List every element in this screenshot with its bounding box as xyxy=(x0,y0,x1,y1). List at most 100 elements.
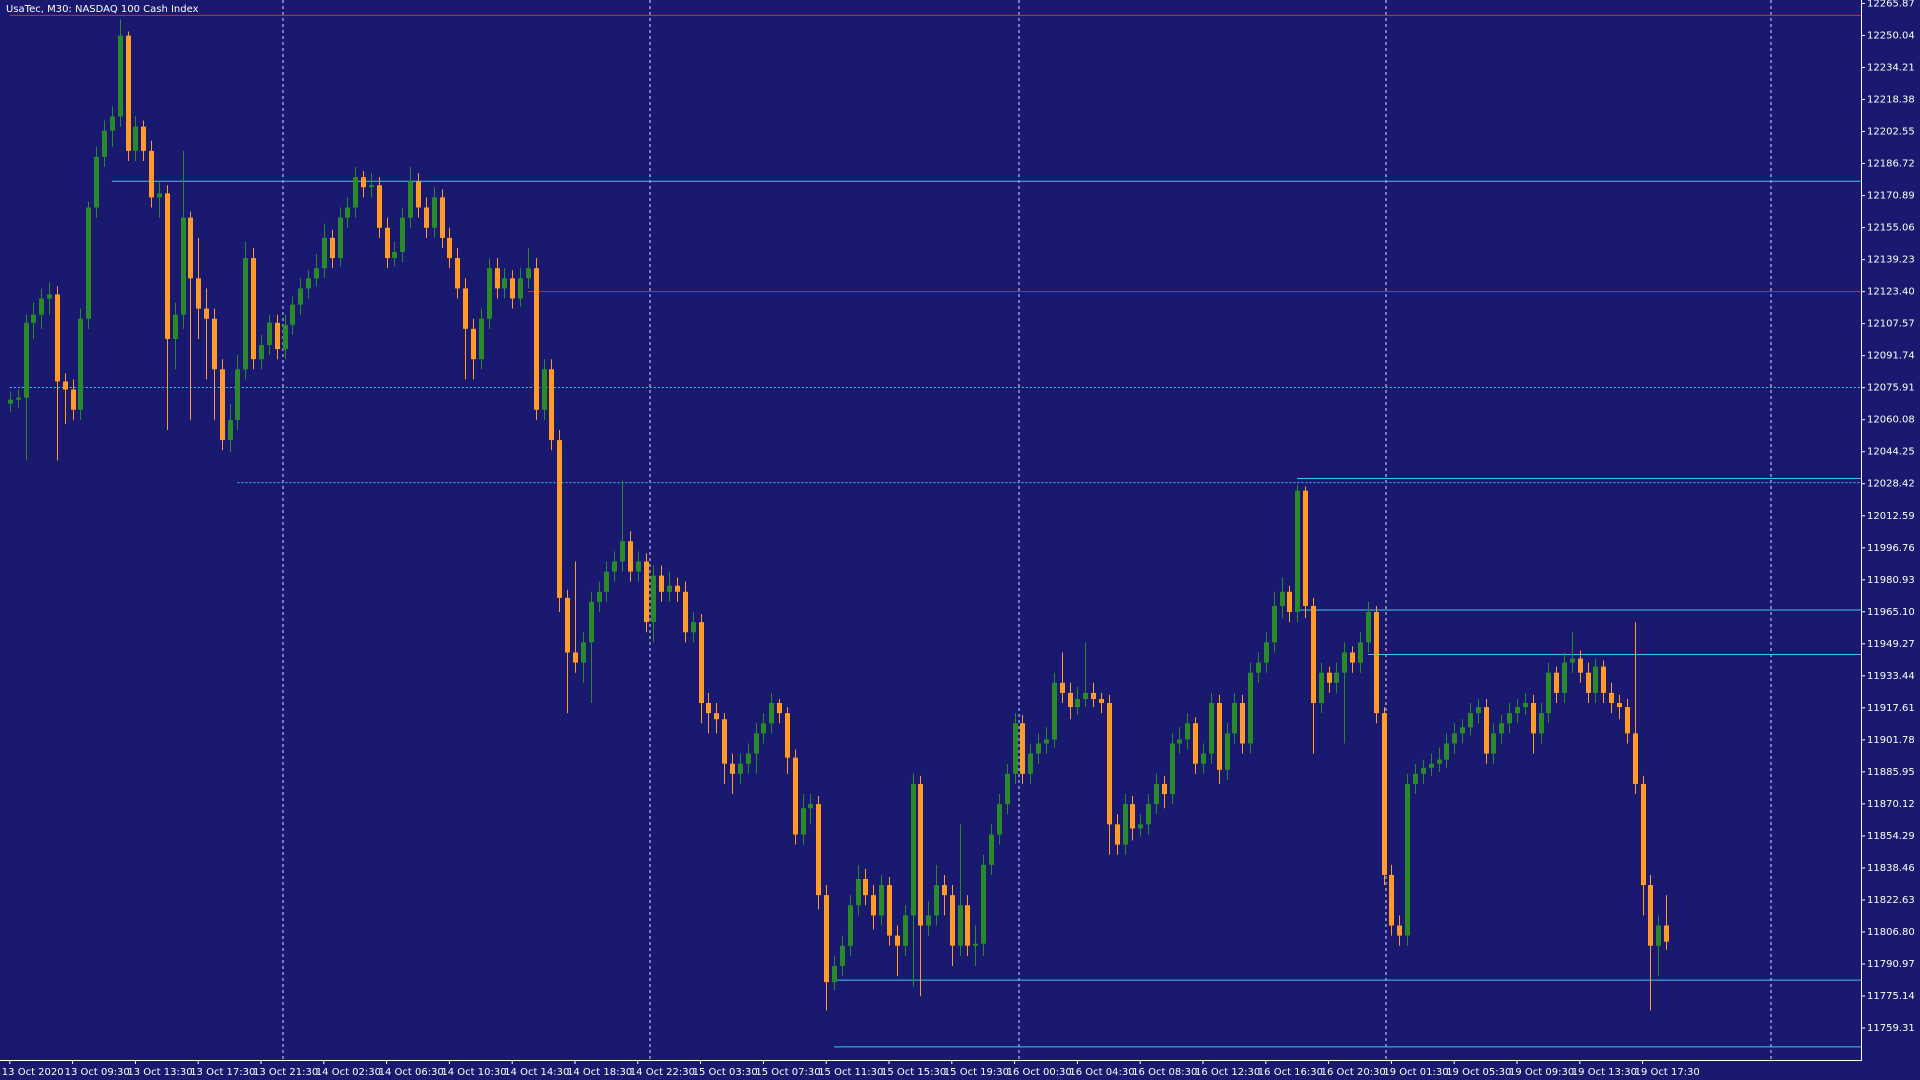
x-tick-label: 19 Oct 05:30 xyxy=(1446,1067,1511,1078)
candle-body xyxy=(275,322,280,350)
y-tick-label: 12107.57 xyxy=(1867,319,1915,330)
candle-body xyxy=(1036,743,1041,754)
candle-body xyxy=(487,268,492,319)
candle-body xyxy=(1374,612,1379,714)
candle-body xyxy=(416,181,421,208)
candle-body xyxy=(1248,672,1253,744)
candle-body xyxy=(1044,739,1049,744)
x-tick-label: 15 Oct 03:30 xyxy=(693,1067,758,1078)
candle-body xyxy=(377,185,382,228)
candle-body xyxy=(510,278,515,299)
candle-body xyxy=(1570,658,1575,663)
candle-body xyxy=(1515,707,1520,714)
candle-body xyxy=(973,943,978,946)
candle-body xyxy=(1366,612,1371,643)
candle-body xyxy=(1193,723,1198,764)
candle-body xyxy=(667,585,672,592)
y-tick-label: 12234.21 xyxy=(1867,63,1915,74)
candle-body xyxy=(1209,703,1214,754)
candle-body xyxy=(1468,713,1473,728)
y-tick-label: 11806.80 xyxy=(1867,927,1915,938)
x-tick-label: 14 Oct 06:30 xyxy=(379,1067,444,1078)
candle-body xyxy=(526,268,531,279)
y-tick-label: 11790.97 xyxy=(1867,959,1915,970)
x-tick-label: 16 Oct 20:30 xyxy=(1321,1067,1386,1078)
candle-body xyxy=(801,808,806,835)
candle-body xyxy=(754,733,759,754)
candle-body xyxy=(1625,707,1630,734)
candle-body xyxy=(1225,733,1230,770)
candle-body xyxy=(408,181,413,218)
candle-body xyxy=(181,217,186,315)
candle-body xyxy=(997,804,1002,835)
candle-body xyxy=(534,268,539,410)
candle-body xyxy=(1334,672,1339,683)
candle-body xyxy=(628,541,633,572)
candle-body xyxy=(730,763,735,774)
candle-body xyxy=(714,713,719,720)
candle-body xyxy=(1240,703,1245,744)
candle-body xyxy=(1382,713,1387,875)
candle-body xyxy=(965,905,970,946)
y-tick-label: 11775.14 xyxy=(1867,991,1915,1002)
candle-body xyxy=(86,207,91,319)
candle-body xyxy=(1060,682,1065,693)
candle-body xyxy=(644,561,649,623)
candle-body xyxy=(228,419,233,441)
candle-body xyxy=(1648,885,1653,946)
y-tick-label: 12170.89 xyxy=(1867,191,1915,202)
candle-body xyxy=(934,885,939,916)
y-tick-label: 11980.93 xyxy=(1867,575,1915,586)
candle-body xyxy=(1327,672,1332,683)
x-tick-label: 19 Oct 01:30 xyxy=(1383,1067,1448,1078)
candle-body xyxy=(432,197,437,228)
x-tick-label: 15 Oct 11:30 xyxy=(818,1067,883,1078)
candle-body xyxy=(1123,804,1128,845)
y-tick-label: 12265.87 xyxy=(1867,0,1915,9)
candle-body xyxy=(283,324,288,350)
candle-body xyxy=(1083,692,1088,699)
candle-body xyxy=(1444,743,1449,760)
candle-body xyxy=(604,571,609,592)
candle-body xyxy=(133,126,138,151)
candle-body xyxy=(1013,723,1018,774)
candle-body xyxy=(950,895,955,946)
candle-body xyxy=(699,622,704,704)
candle-body xyxy=(8,399,13,404)
candle-body xyxy=(188,217,193,279)
x-tick-label: 13 Oct 21:30 xyxy=(253,1067,318,1078)
candle-body xyxy=(1264,642,1269,663)
candle-body xyxy=(1068,692,1073,708)
candle-body xyxy=(777,703,782,714)
x-tick-label: 19 Oct 17:30 xyxy=(1635,1067,1700,1078)
candle-body xyxy=(306,278,311,289)
x-tick-label: 14 Oct 10:30 xyxy=(441,1067,506,1078)
x-tick-label: 14 Oct 14:30 xyxy=(504,1067,569,1078)
candle-body xyxy=(989,834,994,865)
candle-body xyxy=(126,35,131,151)
candle-body xyxy=(1170,743,1175,795)
candle-body xyxy=(392,252,397,259)
x-tick-label: 19 Oct 13:30 xyxy=(1572,1067,1637,1078)
x-tick-label: 15 Oct 19:30 xyxy=(944,1067,1009,1078)
y-tick-label: 11965.10 xyxy=(1867,607,1915,618)
candle-body xyxy=(1531,703,1536,734)
candle-body xyxy=(1554,672,1559,693)
candle-body xyxy=(1005,773,1010,805)
y-tick-label: 12250.04 xyxy=(1867,31,1915,42)
candle-body xyxy=(322,237,327,269)
candle-body xyxy=(251,258,256,360)
candle-body xyxy=(455,258,460,289)
candle-body xyxy=(1138,824,1143,829)
candle-body xyxy=(832,965,837,983)
candle-body xyxy=(1546,672,1551,714)
candle-body xyxy=(1421,767,1426,774)
candle-body xyxy=(1586,672,1591,693)
candle-body xyxy=(942,885,947,896)
candle-body xyxy=(1052,682,1057,740)
candle-body xyxy=(871,895,876,916)
candle-body xyxy=(1562,662,1567,693)
candle-body xyxy=(1484,707,1489,754)
y-tick-label: 12012.59 xyxy=(1867,511,1915,522)
candle-body xyxy=(353,177,358,208)
